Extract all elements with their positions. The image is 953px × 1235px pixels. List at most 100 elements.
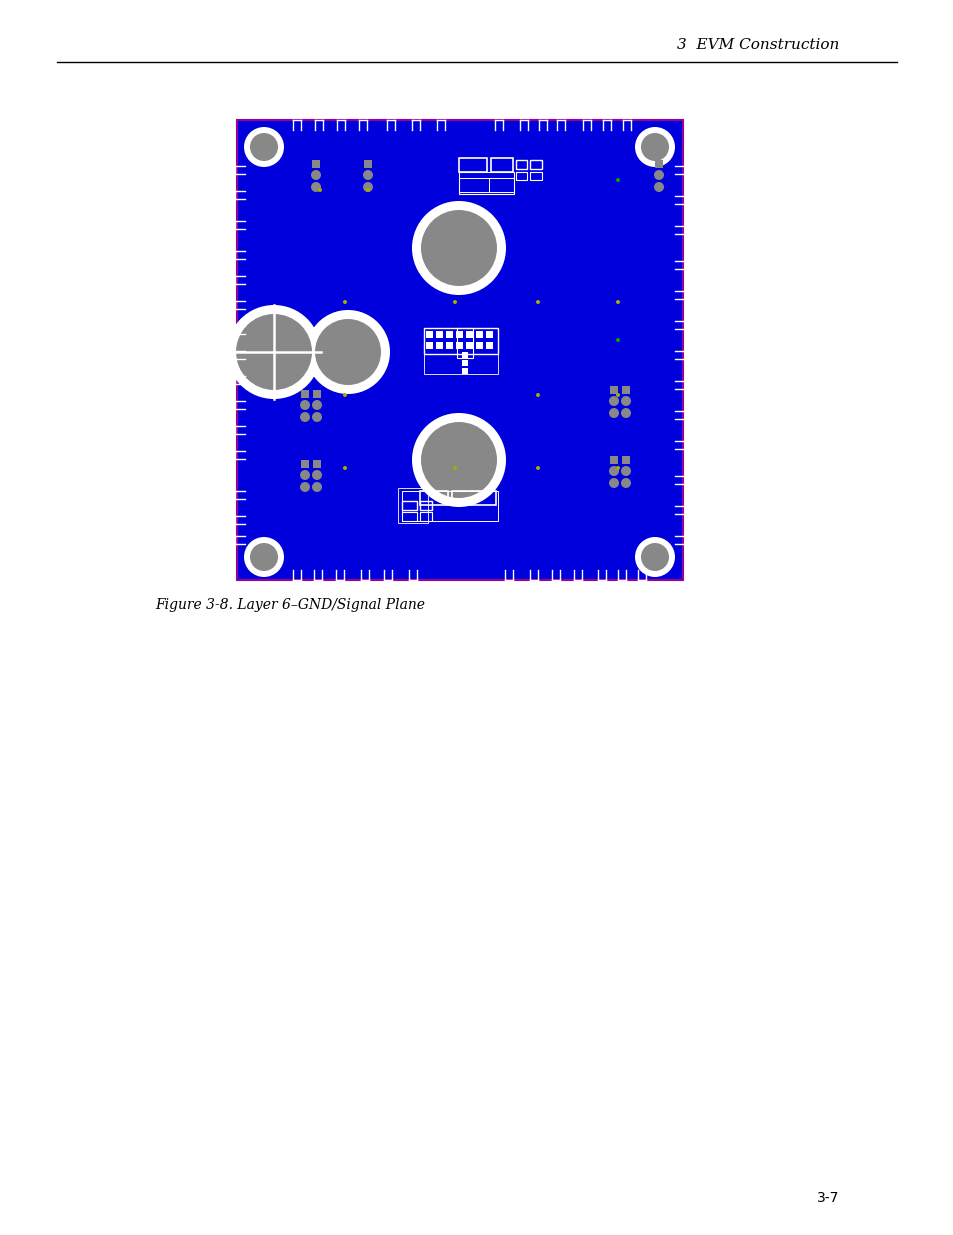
Bar <box>426 342 433 348</box>
Circle shape <box>227 305 320 399</box>
Bar <box>446 342 453 348</box>
Bar <box>401 513 416 521</box>
Bar <box>456 329 473 358</box>
Text: 3-7: 3-7 <box>817 1191 839 1205</box>
Bar <box>236 120 682 580</box>
Circle shape <box>311 182 320 191</box>
Bar <box>301 390 309 398</box>
Bar <box>621 456 629 464</box>
Circle shape <box>608 396 618 406</box>
Circle shape <box>616 393 619 396</box>
Circle shape <box>640 543 668 571</box>
Bar <box>313 390 320 398</box>
Bar <box>423 329 497 354</box>
Bar <box>456 342 463 348</box>
Bar <box>530 172 541 180</box>
Bar <box>609 456 618 464</box>
Bar <box>446 331 453 337</box>
Circle shape <box>536 466 539 471</box>
Circle shape <box>453 300 456 304</box>
Circle shape <box>244 537 284 577</box>
Circle shape <box>244 127 284 167</box>
Bar <box>456 331 463 337</box>
Circle shape <box>299 482 310 492</box>
Bar <box>458 158 486 172</box>
Circle shape <box>312 412 322 422</box>
Circle shape <box>620 396 630 406</box>
Circle shape <box>250 133 277 161</box>
Bar <box>419 501 432 510</box>
Circle shape <box>640 133 668 161</box>
Circle shape <box>635 537 675 577</box>
Bar <box>312 161 319 168</box>
Circle shape <box>616 338 619 342</box>
Bar <box>461 352 468 358</box>
Circle shape <box>536 300 539 304</box>
Circle shape <box>654 182 663 191</box>
Bar <box>621 387 629 394</box>
Bar <box>486 342 493 348</box>
Bar <box>426 331 433 337</box>
Circle shape <box>420 422 497 498</box>
Circle shape <box>250 543 277 571</box>
Bar <box>609 387 618 394</box>
Bar <box>301 459 309 468</box>
Bar <box>401 492 497 521</box>
Circle shape <box>608 466 618 475</box>
Circle shape <box>312 482 322 492</box>
Bar <box>489 178 514 191</box>
Bar <box>516 161 526 169</box>
Bar <box>458 178 489 191</box>
Circle shape <box>343 466 347 471</box>
Circle shape <box>620 478 630 488</box>
Bar <box>530 161 541 169</box>
Circle shape <box>299 471 310 480</box>
Text: Figure 3-8. Layer 6–GND/Signal Plane: Figure 3-8. Layer 6–GND/Signal Plane <box>154 598 424 613</box>
Circle shape <box>363 170 373 180</box>
Circle shape <box>654 170 663 180</box>
Bar <box>419 492 448 505</box>
Circle shape <box>616 178 619 182</box>
Circle shape <box>412 201 505 295</box>
Circle shape <box>311 170 320 180</box>
Circle shape <box>412 412 505 508</box>
Circle shape <box>312 400 322 410</box>
Circle shape <box>608 408 618 417</box>
Bar <box>401 501 416 510</box>
Bar <box>419 513 432 521</box>
Bar <box>364 161 372 168</box>
Circle shape <box>312 471 322 480</box>
Circle shape <box>299 412 310 422</box>
Circle shape <box>608 478 618 488</box>
Circle shape <box>536 393 539 396</box>
Circle shape <box>363 182 373 191</box>
Bar <box>461 368 468 374</box>
Bar <box>458 172 514 194</box>
Bar <box>486 331 493 337</box>
Bar <box>466 331 473 337</box>
Circle shape <box>306 310 390 394</box>
Bar <box>491 158 513 172</box>
Bar <box>461 359 468 366</box>
Circle shape <box>343 393 347 396</box>
Bar <box>397 488 428 522</box>
Circle shape <box>235 314 312 390</box>
Circle shape <box>317 188 322 191</box>
Circle shape <box>366 188 370 191</box>
Text: 3  EVM Construction: 3 EVM Construction <box>677 38 839 52</box>
Bar <box>423 329 497 374</box>
Circle shape <box>620 466 630 475</box>
Bar <box>655 161 662 168</box>
Circle shape <box>453 466 456 471</box>
Circle shape <box>343 300 347 304</box>
Circle shape <box>420 210 497 287</box>
Bar <box>516 172 526 180</box>
Bar <box>476 342 483 348</box>
Bar <box>476 331 483 337</box>
Circle shape <box>314 319 380 385</box>
Circle shape <box>616 466 619 471</box>
Bar <box>466 342 473 348</box>
Circle shape <box>620 408 630 417</box>
Circle shape <box>299 400 310 410</box>
Circle shape <box>635 127 675 167</box>
